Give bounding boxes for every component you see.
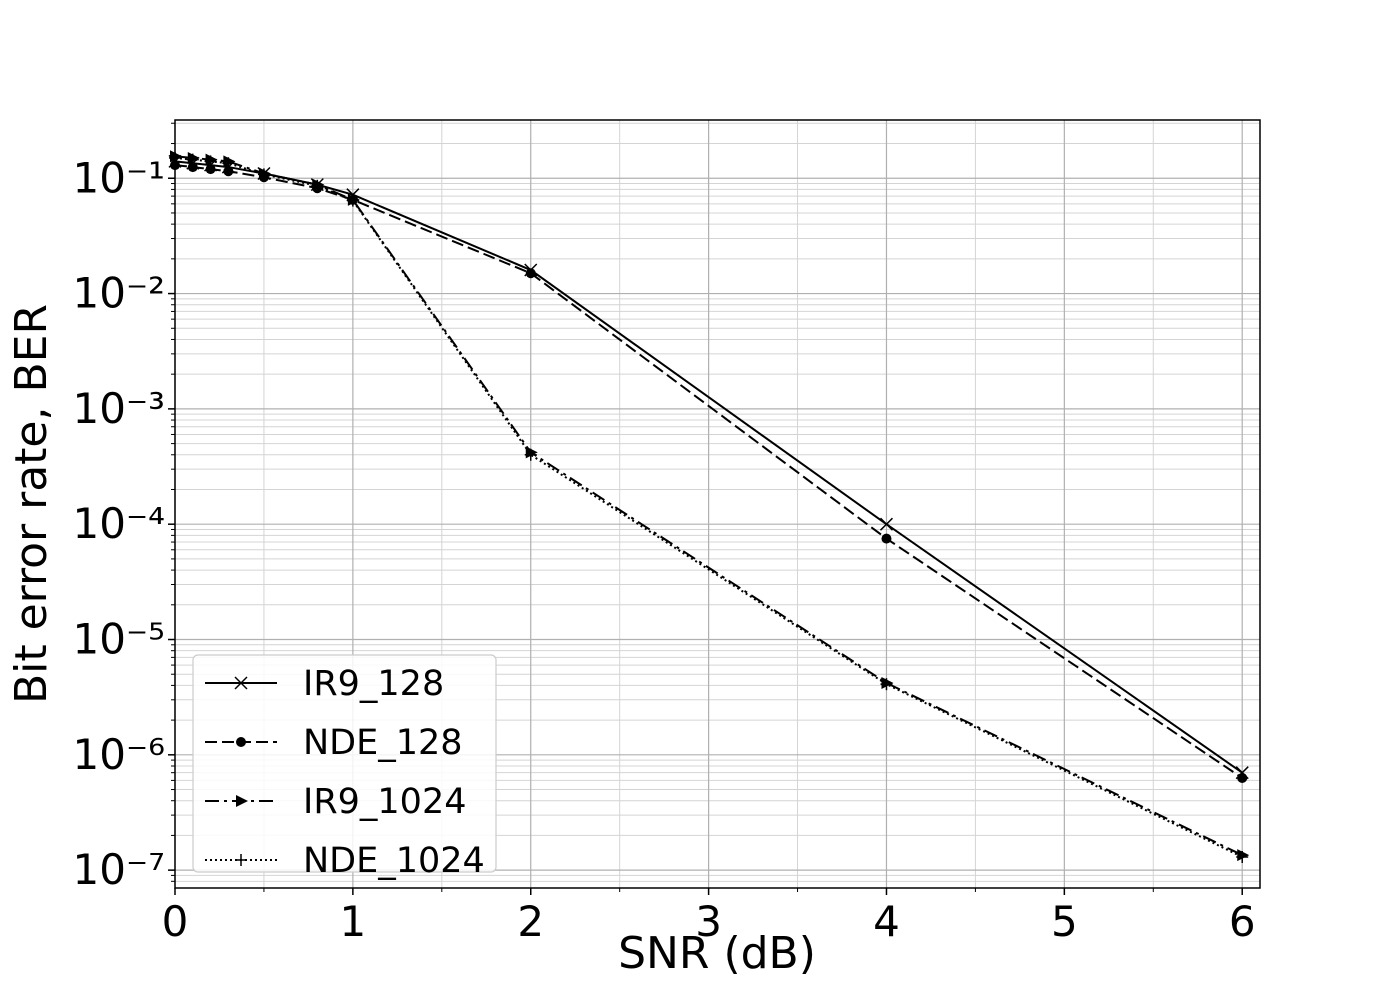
legend-marker bbox=[235, 854, 247, 866]
x-tick-label: 1 bbox=[340, 897, 367, 946]
marker bbox=[187, 151, 200, 164]
marker bbox=[223, 155, 236, 168]
legend-label: NDE_128 bbox=[303, 723, 463, 763]
y-tick-label: 10⁻³ bbox=[73, 384, 165, 433]
legend-marker bbox=[236, 737, 246, 747]
marker bbox=[880, 678, 893, 691]
y-tick-label: 10⁻⁶ bbox=[73, 730, 165, 779]
marker bbox=[1236, 850, 1249, 863]
marker bbox=[1237, 772, 1248, 783]
legend-box bbox=[192, 654, 497, 873]
marker bbox=[346, 194, 359, 207]
marker bbox=[879, 517, 894, 531]
series-line bbox=[174, 156, 1243, 858]
marker bbox=[223, 166, 234, 177]
marker bbox=[1237, 849, 1250, 862]
y-tick-label: 10⁻⁵ bbox=[73, 615, 165, 664]
legend-label: NDE_1024 bbox=[303, 841, 485, 881]
y-tick-label: 10⁻⁴ bbox=[73, 499, 165, 548]
marker bbox=[187, 162, 198, 173]
marker bbox=[186, 153, 199, 166]
marker bbox=[169, 151, 181, 164]
marker bbox=[311, 179, 324, 192]
y-tick-label: 10⁻¹ bbox=[73, 153, 165, 202]
legend-marker bbox=[236, 795, 248, 807]
marker bbox=[881, 533, 892, 544]
marker bbox=[312, 178, 325, 191]
x-tick-label: 5 bbox=[1051, 897, 1078, 946]
legend-marker bbox=[234, 676, 248, 690]
marker bbox=[170, 160, 180, 171]
y-tick-label: 10⁻² bbox=[73, 269, 165, 318]
x-tick-label: 3 bbox=[695, 897, 722, 946]
marker bbox=[170, 150, 182, 163]
x-tick-label: 4 bbox=[873, 897, 900, 946]
x-tick-label: 2 bbox=[517, 897, 544, 946]
marker bbox=[205, 153, 218, 166]
x-tick-label: 0 bbox=[162, 897, 189, 946]
marker bbox=[258, 167, 271, 180]
y-axis-label: Bit error rate, BER bbox=[6, 304, 57, 704]
series-line bbox=[174, 164, 1243, 779]
x-axis-label: SNR (dB) bbox=[618, 928, 816, 979]
marker bbox=[222, 157, 235, 170]
legend: IR9_128 NDE_128 IR9_1024 NDE_1024 bbox=[192, 654, 497, 881]
marker bbox=[347, 193, 360, 206]
marker bbox=[205, 164, 216, 175]
series-line bbox=[174, 155, 1243, 857]
marker bbox=[525, 268, 536, 279]
marker bbox=[524, 448, 537, 461]
marker bbox=[257, 168, 270, 181]
x-tick-label: 6 bbox=[1229, 897, 1256, 946]
marker bbox=[204, 155, 217, 168]
legend-label: IR9_1024 bbox=[303, 782, 466, 822]
marker bbox=[881, 676, 894, 689]
legend-label: IR9_128 bbox=[303, 664, 444, 704]
y-tick-label: 10⁻⁷ bbox=[73, 845, 165, 894]
plot-frame bbox=[174, 119, 1261, 889]
